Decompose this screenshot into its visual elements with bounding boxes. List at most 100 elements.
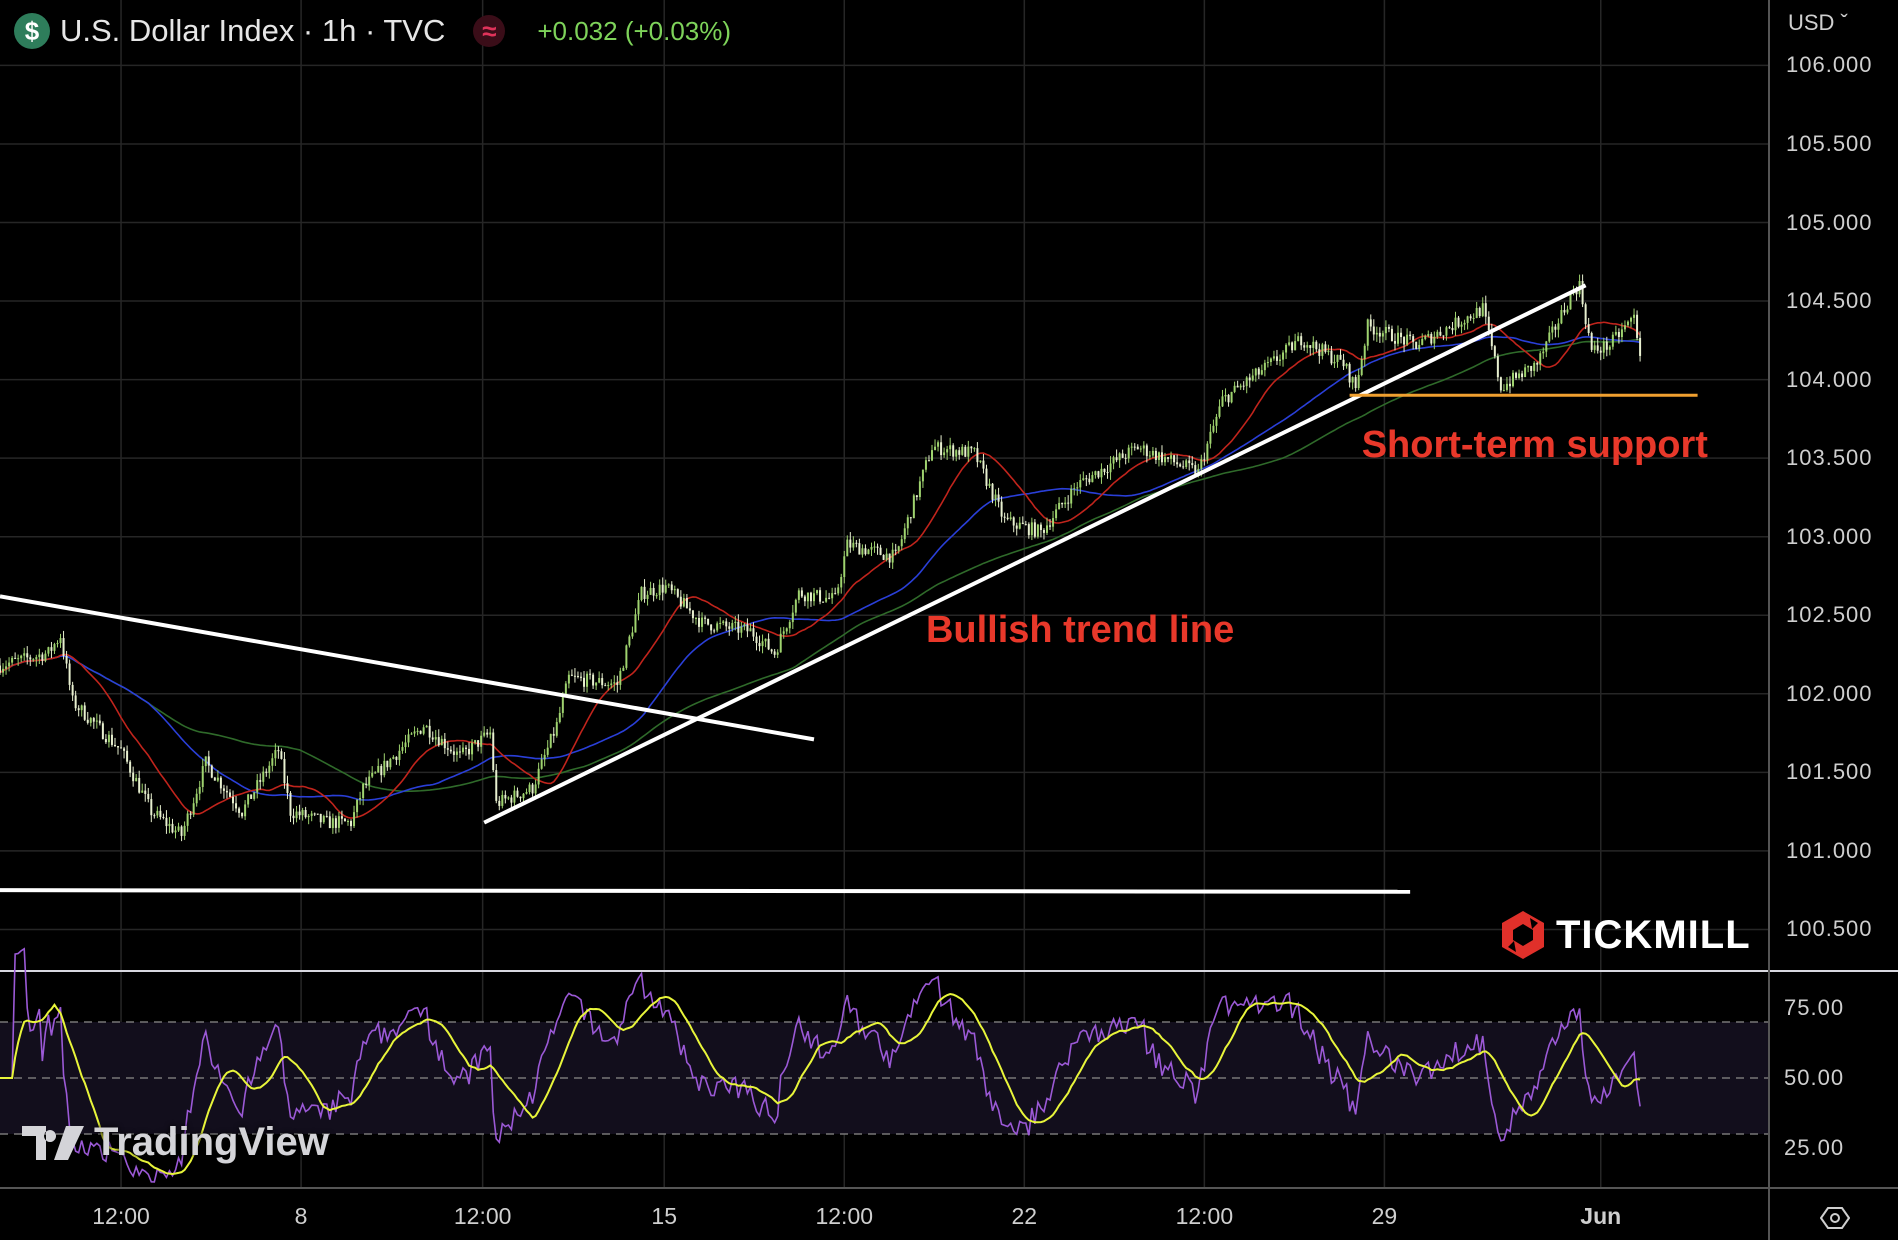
- candle-body: [1493, 346, 1496, 357]
- candle-body: [958, 450, 961, 455]
- candle-body: [343, 818, 346, 822]
- candle-body: [1599, 350, 1602, 353]
- candle-body: [1278, 359, 1281, 361]
- candle-body: [1333, 361, 1336, 364]
- price-axis-label: 101.000: [1786, 837, 1873, 863]
- candle-body: [407, 734, 410, 743]
- candle-body: [894, 549, 897, 551]
- rsi-line: [0, 947, 1641, 1183]
- candle-body: [598, 678, 601, 683]
- symbol-title[interactable]: U.S. Dollar Index · 1h · TVC: [60, 13, 446, 48]
- candle-body: [1127, 447, 1130, 459]
- candle-body: [924, 460, 927, 470]
- approx-icon[interactable]: ≈: [473, 15, 506, 47]
- candle-body: [183, 825, 186, 836]
- candle-body: [1248, 377, 1251, 381]
- price-axis-label: 106.000: [1786, 52, 1873, 78]
- candle-body: [676, 589, 679, 597]
- candle-body: [1118, 453, 1121, 461]
- candle-body: [927, 460, 930, 462]
- candle-body: [350, 821, 353, 827]
- candle-body: [679, 596, 682, 607]
- candle-body: [1236, 385, 1239, 388]
- candle-body: [628, 636, 631, 646]
- candle-body: [1605, 341, 1608, 350]
- candle-body: [1614, 331, 1617, 335]
- candle-body: [867, 549, 870, 555]
- candle-body: [912, 495, 915, 519]
- candle-body: [440, 738, 443, 746]
- candle-body: [47, 647, 50, 654]
- candle-body: [1430, 333, 1433, 344]
- candle-body: [967, 446, 970, 457]
- candle-body: [14, 657, 17, 659]
- candle-body: [809, 592, 812, 602]
- candle-body: [304, 810, 307, 818]
- candle-body: [758, 643, 761, 647]
- tickmill-text: TICKMILL: [1556, 912, 1751, 957]
- falling-trendline: [0, 594, 815, 742]
- candle-body: [195, 793, 198, 804]
- candle-body: [1593, 345, 1596, 350]
- time-axis-label: 12:00: [1175, 1203, 1234, 1229]
- candle-body: [150, 799, 153, 816]
- candle-body: [567, 674, 570, 684]
- candle-body: [110, 734, 113, 745]
- candle-body: [295, 811, 298, 819]
- candle-body: [837, 587, 840, 594]
- candle-body: [994, 494, 997, 500]
- candle-body: [392, 756, 395, 759]
- candle-body: [1218, 406, 1221, 417]
- candle-body: [368, 776, 371, 785]
- chart-header: $ U.S. Dollar Index · 1h · TVC ≈ +0.032 …: [14, 10, 731, 52]
- currency-selector[interactable]: USD ˇ: [1788, 10, 1848, 35]
- candle-body: [634, 614, 637, 633]
- candle-body: [846, 539, 849, 557]
- candle-body: [159, 810, 162, 817]
- candle-body: [1542, 351, 1545, 354]
- candle-body: [673, 589, 676, 591]
- candle-body: [1173, 455, 1176, 463]
- candle-body: [1424, 336, 1427, 339]
- candle-body: [1100, 468, 1103, 478]
- candle-body: [1318, 349, 1321, 356]
- candle-body: [271, 758, 274, 766]
- candle-body: [1620, 329, 1623, 338]
- candle-body: [1003, 516, 1006, 518]
- candle-body: [1475, 307, 1478, 318]
- candle-body: [1160, 452, 1163, 463]
- candle-body: [1557, 323, 1560, 330]
- settings-icon[interactable]: [1820, 1203, 1850, 1233]
- candle-body: [1505, 383, 1508, 390]
- candle-body: [637, 600, 640, 615]
- candle-body: [1363, 345, 1366, 360]
- candle-body: [340, 816, 343, 819]
- candle-body: [1372, 326, 1375, 335]
- candle-body: [132, 772, 135, 782]
- candle-body: [749, 628, 752, 632]
- candle-body: [761, 641, 764, 647]
- candle-body: [1502, 389, 1505, 391]
- candle-body: [29, 657, 32, 660]
- candle-body: [1294, 341, 1297, 351]
- candle-body: [667, 584, 670, 586]
- chart-annotation[interactable]: Short-term support: [1361, 423, 1708, 466]
- candle-body: [1339, 354, 1342, 360]
- candle-body: [1021, 522, 1024, 525]
- candle-body: [1272, 356, 1275, 359]
- chart-annotation[interactable]: Bullish trend line: [925, 608, 1235, 651]
- candle-body: [1630, 317, 1633, 322]
- candle-body: [1275, 356, 1278, 361]
- candle-body: [337, 816, 340, 828]
- candle-body: [425, 725, 428, 728]
- time-axis-label: 22: [1011, 1203, 1038, 1229]
- candle-body: [120, 747, 123, 749]
- candle-body: [1539, 353, 1542, 365]
- price-axis-label: 100.500: [1786, 916, 1873, 942]
- candle-body: [1055, 509, 1058, 519]
- candle-body: [607, 685, 610, 687]
- candle-body: [1076, 487, 1079, 489]
- candle-body: [601, 678, 604, 686]
- candle-body: [1403, 337, 1406, 345]
